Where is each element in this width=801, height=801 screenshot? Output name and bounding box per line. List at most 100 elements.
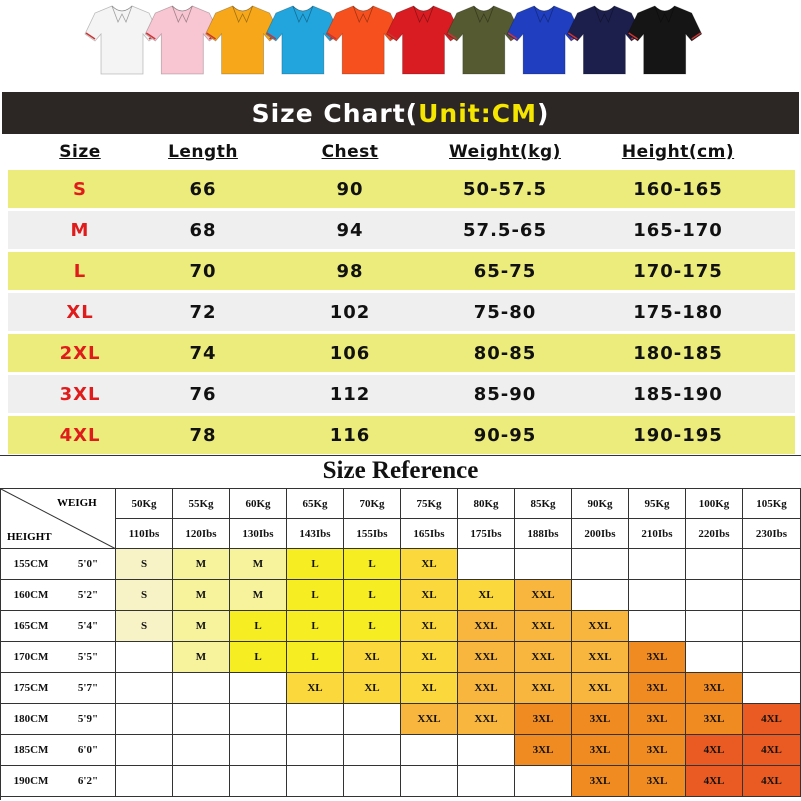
size-cell: L — [344, 549, 401, 580]
size-cell: 3XL — [629, 735, 686, 766]
size-cell: 3XL — [515, 704, 572, 735]
size-label: L — [73, 260, 87, 282]
empty-cell — [401, 766, 458, 797]
shirt — [385, 5, 462, 75]
height-ft: 6'2" — [61, 766, 116, 797]
weight-lbs: 230Ibs — [743, 519, 801, 549]
size-cell: 3XL — [629, 673, 686, 704]
weight-kg: 95Kg — [629, 489, 686, 519]
weight-lbs: 143Ibs — [287, 519, 344, 549]
size-cell: XL — [344, 673, 401, 704]
height-cm: 160CM — [1, 580, 61, 611]
height-cm: 155CM — [1, 549, 61, 580]
cell: 85-90 — [473, 383, 537, 405]
empty-cell — [173, 735, 230, 766]
empty-cell — [458, 735, 515, 766]
size-cell: 4XL — [686, 735, 743, 766]
column-header: Chest — [321, 142, 379, 162]
reference-title: Size Reference — [322, 457, 479, 484]
size-cell: 3XL — [572, 735, 629, 766]
size-cell: L — [287, 549, 344, 580]
corner-bottom: HEIGHT — [7, 531, 52, 543]
empty-cell — [629, 611, 686, 642]
empty-cell — [287, 704, 344, 735]
diagonal — [1, 489, 116, 549]
size-cell: XL — [287, 673, 344, 704]
empty-cell — [743, 549, 801, 580]
size-cell: XL — [401, 673, 458, 704]
weight-lbs: 165Ibs — [401, 519, 458, 549]
size-cell: L — [344, 580, 401, 611]
empty-cell — [116, 673, 173, 704]
empty-cell — [173, 704, 230, 735]
empty-cell — [572, 580, 629, 611]
row-band — [8, 334, 795, 372]
cell: 175-180 — [633, 301, 723, 323]
weight-kg: 50Kg — [116, 489, 173, 519]
weight-kg: 75Kg — [401, 489, 458, 519]
empty-cell — [686, 549, 743, 580]
empty-cell — [230, 673, 287, 704]
size-label: S — [73, 178, 87, 200]
empty-cell — [743, 642, 801, 673]
empty-cell — [458, 549, 515, 580]
size-cell: M — [173, 642, 230, 673]
title: ) — [536, 98, 550, 128]
reference-grid: WEIGH HEIGHT 50Kg 110Ibs 55Kg 120Ibs 60Kg 130Ib… — [0, 488, 801, 800]
size-cell: 4XL — [743, 704, 801, 735]
size-cell: XL — [401, 549, 458, 580]
cell: 66 — [189, 178, 217, 200]
empty-cell — [401, 735, 458, 766]
cell: 98 — [336, 260, 364, 282]
size-label: M — [70, 219, 90, 241]
cell: 90 — [336, 178, 364, 200]
size-cell: XXL — [458, 642, 515, 673]
weight-kg: 55Kg — [173, 489, 230, 519]
size-cell: L — [287, 580, 344, 611]
cell: 80-85 — [473, 342, 537, 364]
cell: 65-75 — [473, 260, 537, 282]
cell: 76 — [189, 383, 217, 405]
size-label: 3XL — [59, 383, 101, 405]
size-cell: S — [116, 580, 173, 611]
empty-cell — [743, 673, 801, 704]
row-band — [8, 416, 795, 454]
empty-cell — [230, 704, 287, 735]
size-cell: L — [287, 611, 344, 642]
empty-cell — [743, 580, 801, 611]
empty-cell — [173, 766, 230, 797]
corner-top: WEIGH — [57, 497, 97, 509]
size-cell: XXL — [572, 642, 629, 673]
empty-cell — [686, 611, 743, 642]
row-band — [8, 293, 795, 331]
cell: 165-170 — [633, 219, 723, 241]
size-cell: 3XL — [629, 766, 686, 797]
cell: 75-80 — [473, 301, 537, 323]
size-cell: 3XL — [572, 704, 629, 735]
cell: 170-175 — [633, 260, 723, 282]
weight-kg: 100Kg — [686, 489, 743, 519]
cell: 102 — [329, 301, 371, 323]
shirt — [506, 5, 582, 75]
empty-cell — [230, 735, 287, 766]
column-header: Size — [59, 142, 101, 162]
cell: 70 — [189, 260, 217, 282]
size-cell: 3XL — [629, 704, 686, 735]
weight-kg: 105Kg — [743, 489, 801, 519]
weight-lbs: 155Ibs — [344, 519, 401, 549]
shirt — [325, 5, 401, 75]
empty-cell — [686, 642, 743, 673]
empty-cell — [287, 766, 344, 797]
size-cell: 3XL — [629, 642, 686, 673]
weight-kg: 60Kg — [230, 489, 287, 519]
size-cell: 3XL — [686, 704, 743, 735]
shirt — [144, 5, 220, 75]
cell: 50-57.5 — [463, 178, 547, 200]
size-cell: L — [230, 642, 287, 673]
row-band — [8, 211, 795, 249]
empty-cell — [743, 611, 801, 642]
shirt — [566, 5, 642, 75]
size-cell: XXL — [458, 611, 515, 642]
empty-cell — [344, 704, 401, 735]
